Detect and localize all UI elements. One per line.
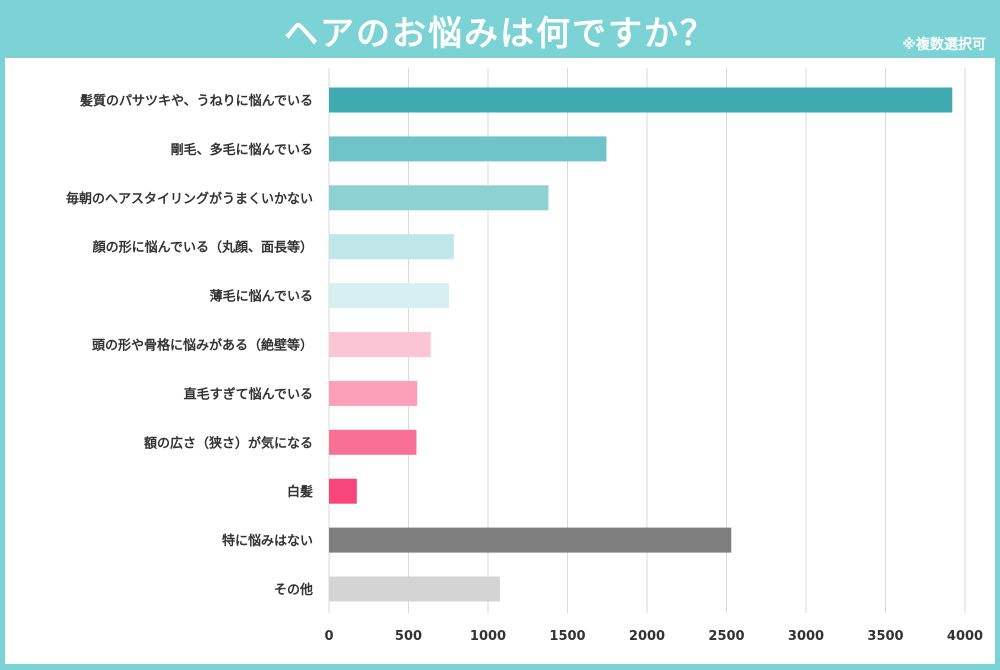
bar <box>329 185 549 211</box>
category-label: 顔の形に悩んでいる（丸顔、面長等） <box>92 240 313 256</box>
category-label: 薄毛に悩んでいる <box>210 289 313 305</box>
bar <box>329 576 500 602</box>
bar <box>329 136 607 162</box>
category-label: 剛毛、多毛に悩んでいる <box>171 142 313 158</box>
multiple-choice-note: ※複数選択可 <box>902 37 986 53</box>
chart-title: ヘアのお悩みは何ですか？ <box>284 14 716 54</box>
category-label: 白髪 <box>287 484 313 500</box>
bar-chart: 0 500 1000 1500 2000 2500 3000 3500 4000 髪質のパサツキや… <box>66 68 983 644</box>
category-label: 毎朝のヘアスタイリングがうまくいかない <box>66 191 313 207</box>
bar <box>329 332 431 357</box>
category-label: 特に悩みはない <box>222 533 313 549</box>
x-tick-label: 3500 <box>867 629 903 644</box>
bar <box>329 478 357 504</box>
bar <box>329 429 417 455</box>
x-tick-label: 500 <box>395 629 422 644</box>
bar <box>329 283 450 309</box>
x-tick-label: 4000 <box>947 629 983 644</box>
bar <box>329 527 732 553</box>
x-tick-label: 0 <box>324 629 333 644</box>
bar <box>329 234 454 260</box>
chart-panel: 0 500 1000 1500 2000 2500 3000 3500 4000 髪質のパサツキや… <box>5 58 995 664</box>
x-tick-label: 2500 <box>708 629 744 644</box>
bar <box>329 87 953 113</box>
bar <box>329 380 418 406</box>
category-label: その他 <box>274 582 313 598</box>
category-label: 髪質のパサツキや、うねりに悩んでいる <box>79 93 313 109</box>
x-tick-label: 3000 <box>788 629 824 644</box>
x-tick-label: 1000 <box>470 629 506 644</box>
category-label: 額の広さ（狭さ）が気になる <box>143 435 313 451</box>
x-tick-label: 2000 <box>629 629 665 644</box>
category-label: 頭の形や骨格に悩みがある（絶壁等） <box>92 338 313 354</box>
x-tick-label: 1500 <box>549 629 585 644</box>
category-label: 直毛すぎて悩んでいる <box>184 386 313 402</box>
